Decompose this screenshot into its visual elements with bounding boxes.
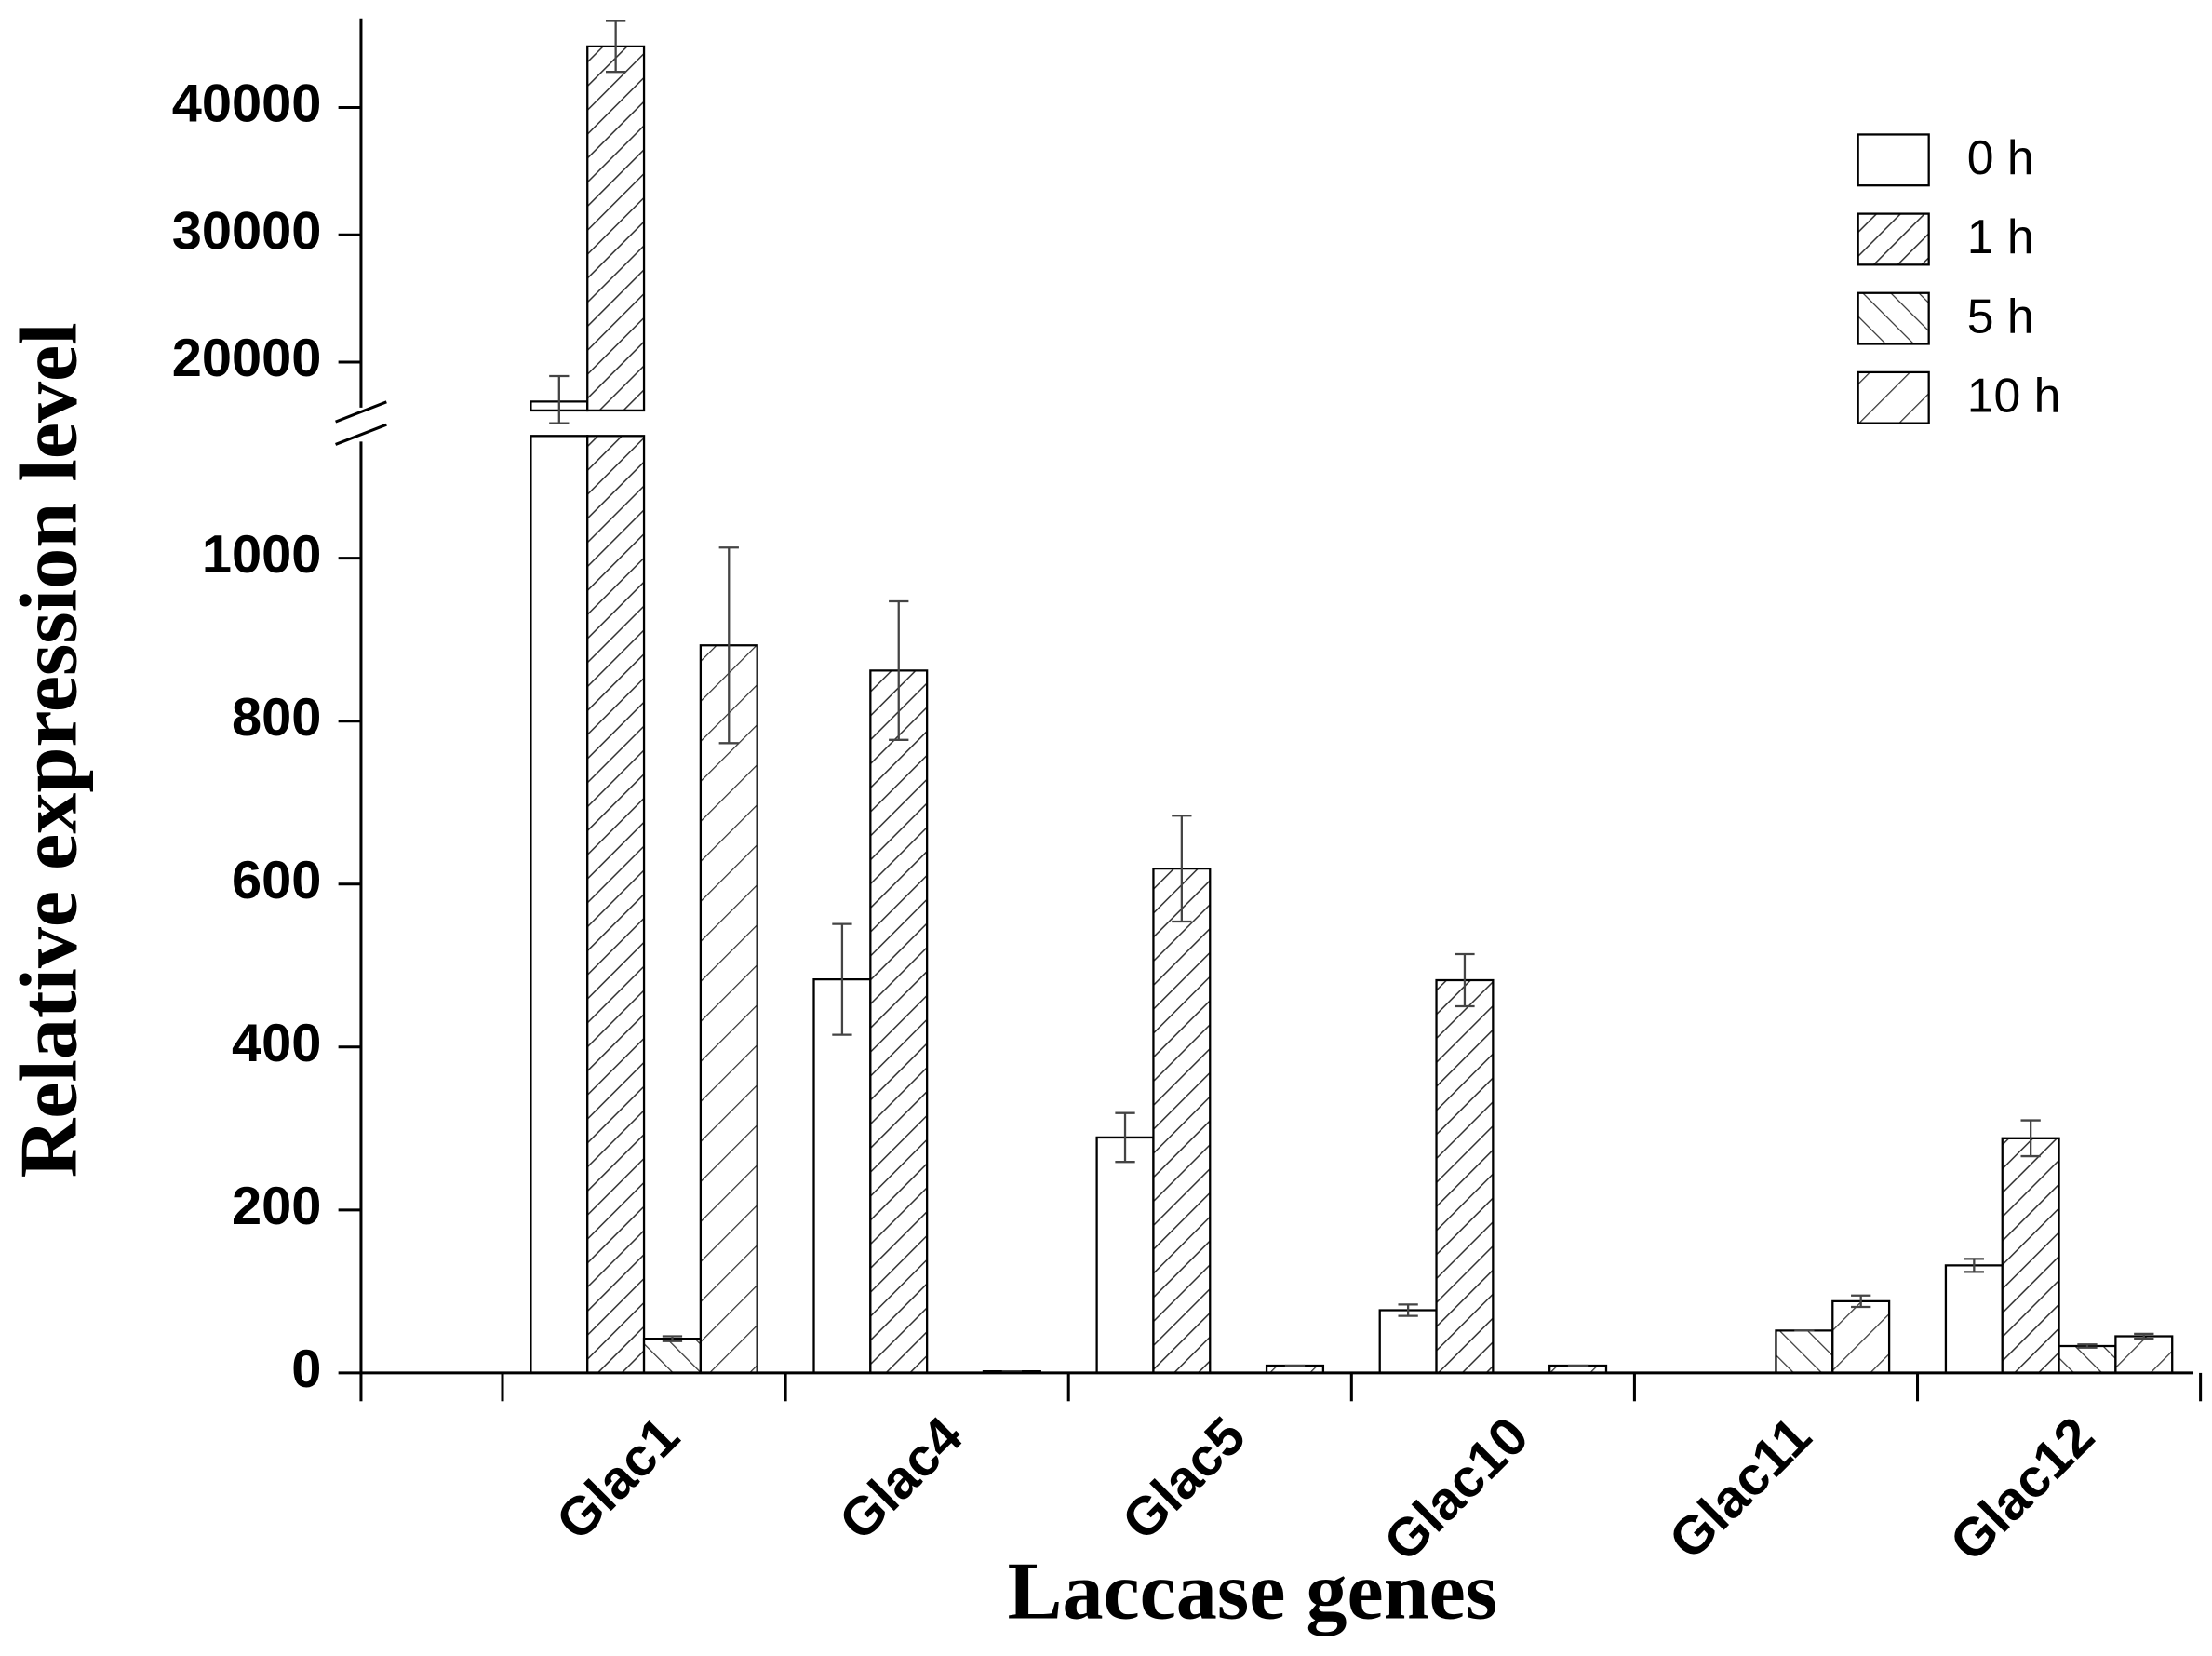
x-tick-label: Glac5: [1111, 1406, 1257, 1552]
error-bar: [549, 374, 570, 424]
x-tick-label: Glac11: [1658, 1406, 1823, 1570]
error-bar: [1115, 1111, 1135, 1164]
error-bar: [832, 922, 852, 1036]
y-tick-label: 30000: [172, 202, 322, 262]
legend-swatch: [1857, 291, 1930, 345]
y-tick-label: 0: [291, 1340, 321, 1399]
bar: [2058, 1344, 2117, 1375]
bar: [1095, 1136, 1155, 1375]
bar: [1944, 1264, 2004, 1375]
bar: [1435, 978, 1495, 1375]
y-tick-label: 800: [232, 688, 321, 747]
legend-swatch: [1857, 212, 1930, 266]
legend-label: 10 h: [1967, 368, 2061, 422]
error-bar: [1398, 1303, 1418, 1317]
bar: [642, 1337, 703, 1375]
bar: [1775, 1329, 1834, 1375]
error-bar: [2134, 1332, 2154, 1340]
bar: [1378, 1309, 1438, 1375]
y-tick-label: 40000: [172, 74, 322, 134]
bar: [530, 400, 589, 1375]
error-bar: [1172, 815, 1192, 923]
bar: [2001, 1137, 2060, 1375]
error-bar: [2077, 1343, 2098, 1349]
x-tick-label: Glac4: [828, 1406, 974, 1552]
bar: [812, 977, 872, 1375]
bar: [1831, 1299, 1891, 1375]
error-bar: [605, 20, 626, 74]
error-bar: [662, 1335, 683, 1342]
error-bar: [1851, 1294, 1871, 1309]
x-tick-label: Glac1: [545, 1406, 691, 1552]
error-bar: [1964, 1258, 1984, 1273]
bar: [586, 45, 646, 1375]
y-tick-label: 400: [232, 1014, 321, 1073]
bar: [1152, 867, 1212, 1375]
x-axis-label: Laccase genes: [1008, 1545, 1497, 1636]
bar: [699, 644, 758, 1375]
error-bar: [2020, 1119, 2041, 1158]
axis-break: [335, 400, 387, 446]
y-tick-label: 200: [232, 1177, 321, 1236]
legend-label: 1 h: [1967, 209, 2034, 263]
error-bar: [1455, 952, 1475, 1008]
error-bar: [889, 599, 909, 741]
x-tick-label: Glac12: [1939, 1406, 2106, 1572]
bar: [2114, 1335, 2174, 1375]
error-bar: [718, 546, 739, 745]
y-tick-label: 600: [232, 851, 321, 910]
legend-swatch: [1857, 370, 1930, 424]
bar: [869, 669, 929, 1375]
legend-label: 0 h: [1967, 130, 2034, 184]
y-tick-label: 20000: [172, 329, 322, 388]
y-axis-label: Relative expression level: [3, 322, 94, 1178]
legend-label: 5 h: [1967, 289, 2034, 343]
y-tick-label: 1000: [202, 525, 322, 585]
legend-swatch: [1857, 133, 1930, 187]
